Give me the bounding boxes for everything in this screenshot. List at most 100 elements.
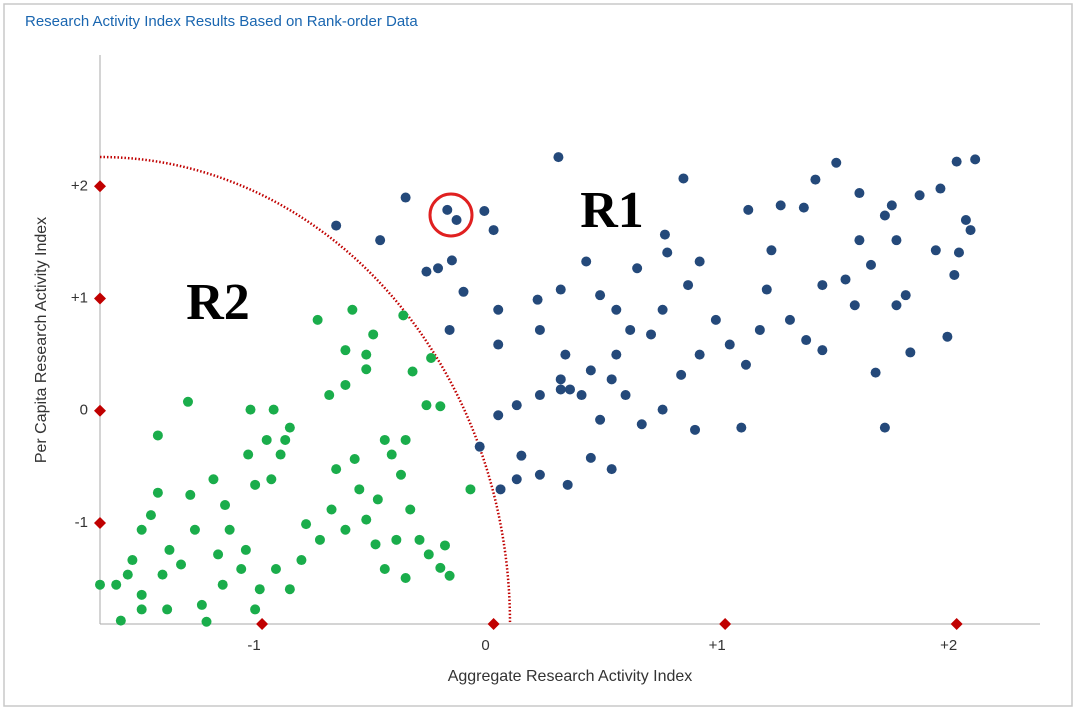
point <box>854 235 865 246</box>
point <box>555 384 566 395</box>
point <box>433 263 444 274</box>
point <box>115 615 126 626</box>
point <box>879 210 890 221</box>
point <box>553 152 564 163</box>
point <box>243 449 254 460</box>
point <box>479 205 490 216</box>
point <box>400 434 411 445</box>
point <box>444 570 455 581</box>
point <box>395 469 406 480</box>
frame <box>3 3 1073 707</box>
point <box>446 255 457 266</box>
point <box>493 410 504 421</box>
point <box>662 247 673 258</box>
point <box>275 449 286 460</box>
point <box>347 304 358 315</box>
point <box>296 555 307 566</box>
point <box>386 449 397 460</box>
point <box>595 290 606 301</box>
highlight-circle <box>428 192 474 238</box>
y-tick-mark <box>94 516 106 529</box>
point <box>636 419 647 430</box>
point <box>710 314 721 325</box>
point <box>208 474 219 485</box>
point <box>930 245 941 256</box>
point <box>625 324 636 335</box>
point <box>245 404 256 415</box>
point <box>694 349 705 360</box>
point <box>331 220 342 231</box>
point <box>801 335 812 346</box>
point <box>891 300 902 311</box>
point <box>576 390 587 401</box>
point <box>849 300 860 311</box>
point <box>831 157 842 168</box>
point <box>595 414 606 425</box>
point <box>951 156 962 167</box>
point <box>585 365 596 376</box>
point <box>683 280 694 291</box>
point <box>534 469 545 480</box>
point <box>250 479 261 490</box>
x-tick-mark <box>950 618 963 630</box>
point <box>611 349 622 360</box>
point <box>754 324 765 335</box>
x-tick-label: -1 <box>247 637 260 654</box>
point <box>236 564 247 575</box>
point <box>905 347 916 358</box>
point <box>914 190 925 201</box>
point <box>511 400 522 411</box>
point <box>162 604 173 615</box>
point <box>301 519 312 530</box>
point <box>724 339 735 350</box>
point <box>743 204 754 215</box>
x-tick-mark <box>256 618 269 630</box>
point <box>400 192 411 203</box>
point <box>534 390 545 401</box>
y-tick-mark <box>94 180 106 193</box>
point <box>817 345 828 356</box>
point <box>766 245 777 256</box>
point <box>900 290 911 301</box>
x-tick-label: +2 <box>940 637 957 654</box>
point <box>400 572 411 583</box>
point <box>960 214 971 225</box>
point <box>266 474 277 485</box>
region-label: R1 <box>580 182 644 239</box>
point <box>182 396 193 407</box>
point <box>268 404 279 415</box>
point <box>970 154 981 165</box>
point <box>798 202 809 213</box>
point <box>312 314 323 325</box>
point <box>122 569 133 580</box>
point <box>458 286 469 297</box>
point <box>949 269 960 280</box>
point <box>284 422 295 433</box>
point <box>240 544 251 555</box>
point <box>421 400 432 411</box>
point <box>261 434 272 445</box>
point <box>435 562 446 573</box>
point <box>368 329 379 340</box>
point <box>185 489 196 500</box>
point <box>95 579 105 590</box>
point <box>465 484 476 495</box>
point <box>284 584 295 595</box>
point <box>965 225 976 236</box>
point <box>581 256 592 267</box>
point <box>953 247 964 258</box>
region-label: R2 <box>186 274 250 331</box>
point <box>657 404 668 415</box>
point <box>152 430 163 441</box>
point <box>493 304 504 315</box>
point <box>213 549 224 560</box>
point <box>532 294 543 305</box>
point <box>391 534 402 545</box>
point <box>555 284 566 295</box>
point <box>372 494 383 505</box>
point <box>324 390 335 401</box>
point <box>127 555 138 566</box>
point <box>891 235 902 246</box>
point <box>196 599 207 610</box>
